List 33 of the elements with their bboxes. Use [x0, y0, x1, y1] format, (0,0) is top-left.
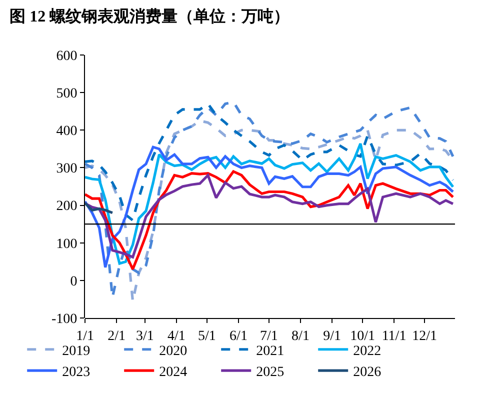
y-tick-label: -100: [52, 312, 78, 327]
y-tick-label: 600: [56, 48, 78, 64]
x-tick-label: 1/1: [76, 328, 94, 344]
y-tick-label: 200: [56, 199, 78, 214]
line-series: [85, 202, 114, 214]
x-tick-label: 5/1: [198, 328, 216, 344]
legend-label: 2026: [353, 365, 382, 380]
x-tick-label: 10/1: [350, 328, 375, 344]
chart-title: 图 12 螺纹钢表观消费量（单位：万吨）: [10, 7, 290, 26]
legend-label: 2024: [159, 365, 188, 380]
x-tick-label: 11/1: [382, 328, 406, 344]
x-tick-label: 7/1: [260, 328, 278, 344]
x-tick-label: 9/1: [323, 328, 341, 344]
line-series: [85, 174, 454, 258]
x-tick-label: 8/1: [292, 328, 310, 344]
legend-label: 2019: [62, 344, 90, 359]
legend-label: 2021: [256, 344, 284, 359]
line-series: [85, 170, 454, 270]
x-tick-label: 12/1: [412, 328, 437, 344]
y-tick-label: 100: [56, 236, 78, 252]
x-tick-label: 3/1: [136, 328, 154, 344]
y-tick-label: 0: [70, 274, 78, 290]
legend-label: 2020: [159, 344, 188, 359]
legend-label: 2023: [62, 365, 90, 380]
x-tick-label: 2/1: [108, 328, 126, 344]
y-tick-label: 400: [56, 124, 78, 140]
legend-label: 2025: [256, 365, 284, 380]
legend-label: 2022: [353, 344, 382, 359]
x-tick-label: 4/1: [168, 328, 186, 344]
line-series: [85, 102, 454, 222]
y-tick-label: 500: [56, 86, 78, 102]
x-tick-label: 6/1: [230, 328, 248, 344]
y-tick-label: 300: [56, 162, 78, 177]
